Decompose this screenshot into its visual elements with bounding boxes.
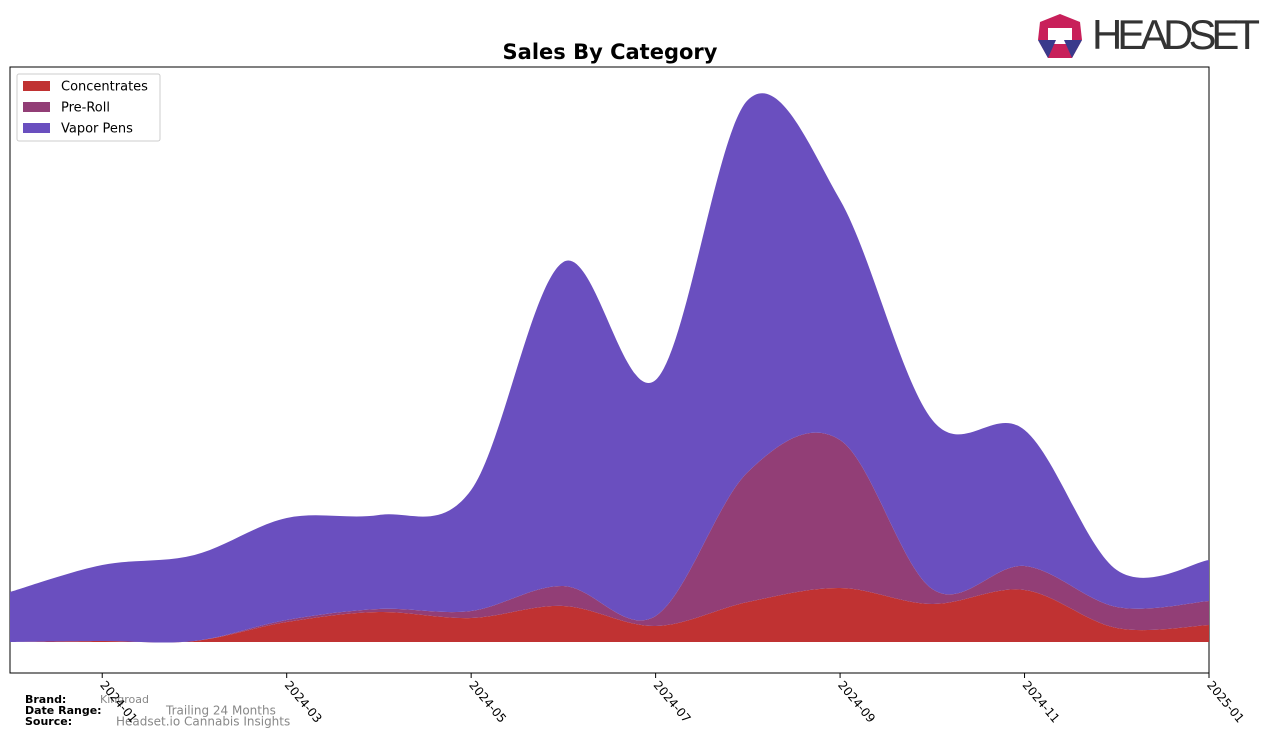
- footer: Brand: Kingroad Date Range: Trailing 24 …: [25, 693, 290, 729]
- areas: [10, 93, 1209, 643]
- plot-frame: [9, 66, 1210, 674]
- date-range-label: Date Range:: [25, 704, 102, 717]
- area: [10, 587, 1209, 643]
- date-range: Trailing 24 Months: [165, 704, 276, 718]
- legend-label: Concentrates: [61, 80, 148, 95]
- legend-swatch: [23, 123, 50, 133]
- x-tick-label: 2024-05: [466, 678, 509, 725]
- source-label: Source:: [25, 715, 72, 728]
- brand-label: Brand:: [25, 693, 66, 706]
- legend-label: Vapor Pens: [61, 122, 133, 137]
- x-tick-label: 2024-07: [651, 678, 694, 725]
- brand: Kingroad: [100, 693, 149, 706]
- legend-swatch: [23, 102, 50, 112]
- legend-box: [16, 73, 161, 142]
- chart-title: Sales By Category: [503, 40, 718, 64]
- area: [10, 432, 1209, 643]
- logo-part: [1038, 40, 1056, 58]
- legend-swatch: [23, 81, 50, 91]
- x-tick-label: 2025-01: [1204, 678, 1247, 725]
- logo: HEADSET: [1038, 11, 1260, 58]
- x-tick-label: 2024-09: [835, 678, 878, 725]
- source: Headset.io Cannabis Insights: [116, 715, 290, 729]
- logo-text: HEADSET: [1092, 11, 1260, 58]
- legend-label: Pre-Roll: [61, 101, 110, 116]
- logo-part: [1064, 40, 1082, 58]
- legend: Concentrates Pre-Roll Vapor Pens: [16, 73, 161, 142]
- area: [10, 93, 1209, 643]
- x-tick-label: 2024-11: [1020, 678, 1063, 725]
